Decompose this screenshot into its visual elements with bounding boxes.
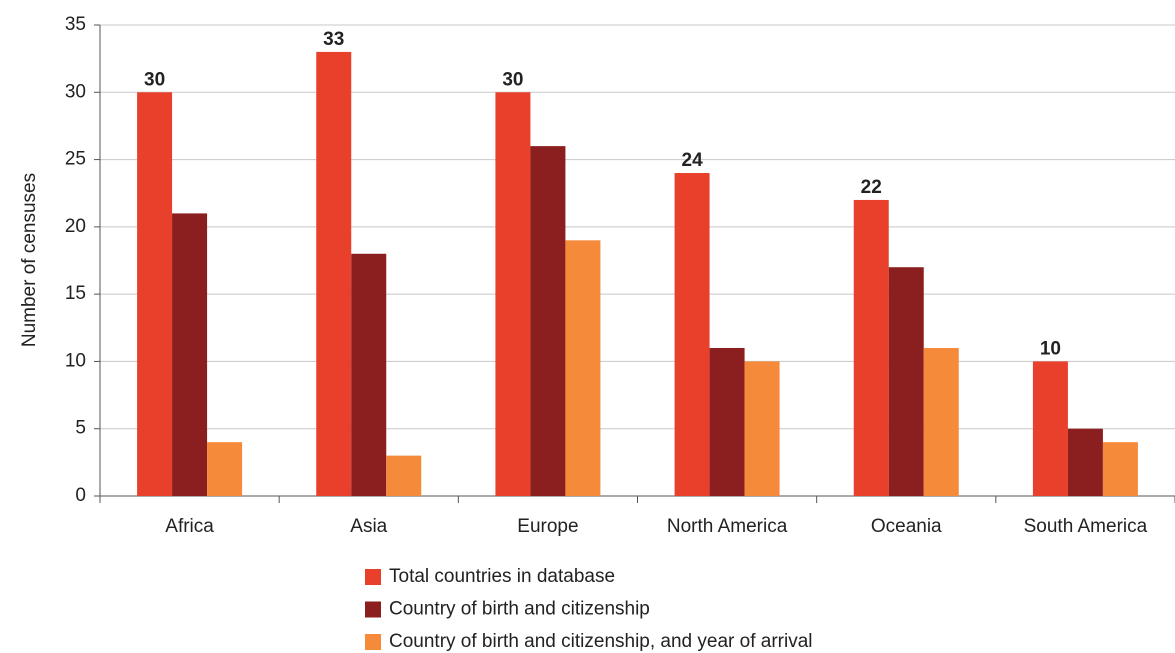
x-tick-label: Asia: [350, 516, 387, 537]
data-label: 22: [861, 177, 882, 198]
bar: [172, 213, 208, 496]
legend-swatch: [365, 569, 381, 585]
y-tick-label: 0: [75, 485, 86, 506]
x-tick-label: Africa: [165, 516, 214, 537]
bar: [1067, 428, 1103, 496]
data-label: 30: [502, 69, 523, 90]
y-tick-label: 35: [65, 14, 86, 35]
y-tick-label: 25: [65, 149, 86, 170]
data-label: 30: [144, 69, 165, 90]
bar: [1102, 442, 1138, 496]
bar: [888, 267, 924, 496]
bar: [495, 92, 531, 497]
legend-swatch: [365, 634, 381, 650]
bar: [137, 92, 173, 497]
bar: [709, 347, 745, 496]
bar: [530, 146, 566, 496]
y-tick-label: 20: [65, 216, 86, 237]
x-tick-label: North America: [667, 516, 788, 537]
legend-label: Total countries in database: [389, 566, 615, 587]
x-tick-label: Oceania: [871, 516, 942, 537]
bar: [674, 173, 710, 496]
y-tick-label: 5: [75, 418, 86, 439]
x-tick-label: South America: [1024, 516, 1148, 537]
bar: [316, 51, 352, 497]
legend-label: Country of birth and citizenship: [389, 599, 650, 620]
bar: [923, 347, 959, 496]
legend-swatch: [365, 601, 381, 618]
data-label: 24: [682, 150, 704, 171]
bar: [386, 455, 422, 496]
y-tick-label: 10: [65, 350, 86, 371]
bar: [853, 199, 889, 496]
y-tick-label: 15: [65, 283, 86, 304]
bar: [744, 361, 780, 496]
legend-label: Country of birth and citizenship, and ye…: [389, 631, 813, 652]
y-tick-label: 30: [65, 81, 86, 102]
bar: [1032, 361, 1068, 496]
data-label: 33: [323, 29, 344, 50]
bar: [207, 442, 243, 496]
y-axis-label: Number of censuses: [19, 173, 40, 347]
x-tick-label: Europe: [517, 516, 578, 537]
data-label: 10: [1040, 338, 1061, 359]
bar: [351, 253, 387, 496]
bar: [565, 240, 601, 496]
